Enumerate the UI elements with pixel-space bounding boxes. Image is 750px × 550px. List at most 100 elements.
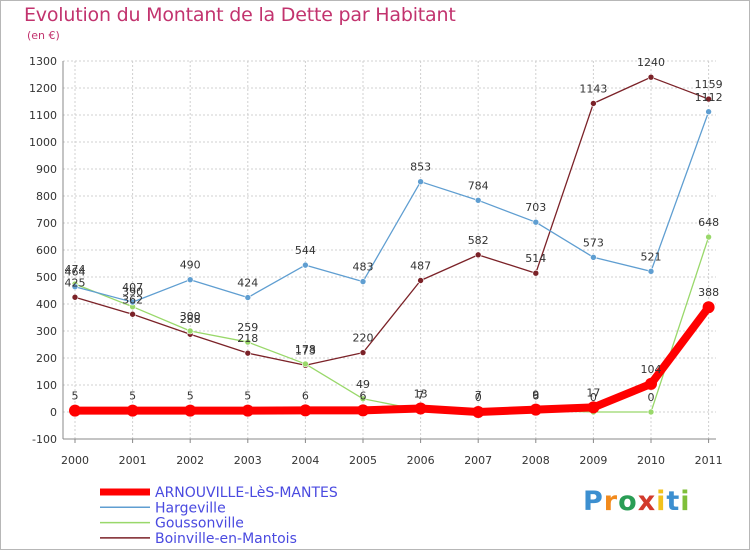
y-tick-label: 0 bbox=[50, 406, 57, 419]
x-tick-label: 2003 bbox=[234, 454, 262, 467]
x-tick-label: 2010 bbox=[637, 454, 665, 467]
data-label: 853 bbox=[410, 161, 431, 174]
axes: -100010020030040050060070080090010001100… bbox=[29, 55, 723, 467]
data-point bbox=[414, 402, 427, 415]
data-point bbox=[244, 294, 252, 301]
y-tick-label: 800 bbox=[36, 190, 57, 203]
y-tick-label: -100 bbox=[32, 433, 57, 446]
data-point bbox=[71, 283, 79, 291]
data-label: 0 bbox=[475, 391, 482, 404]
data-point bbox=[357, 404, 369, 417]
data-point bbox=[587, 401, 600, 414]
data-point bbox=[186, 327, 194, 335]
data-point bbox=[129, 310, 136, 318]
data-point bbox=[244, 349, 252, 357]
data-point bbox=[532, 218, 540, 226]
data-label: 49 bbox=[356, 378, 370, 391]
x-tick-label: 2009 bbox=[579, 454, 607, 467]
data-point bbox=[302, 261, 309, 269]
series-line bbox=[74, 76, 710, 366]
data-point bbox=[702, 301, 715, 314]
data-point bbox=[299, 404, 312, 417]
y-tick-label: 1300 bbox=[29, 55, 57, 68]
series-line bbox=[74, 236, 710, 413]
y-tick-label: 100 bbox=[36, 379, 57, 392]
y-tick-label: 900 bbox=[36, 163, 57, 176]
data-point bbox=[474, 251, 482, 259]
data-label: 220 bbox=[353, 332, 374, 345]
y-tick-label: 600 bbox=[36, 244, 57, 257]
y-tick-label: 200 bbox=[36, 352, 57, 365]
data-label: 6 bbox=[532, 389, 539, 402]
series-group bbox=[69, 73, 715, 418]
data-label: 514 bbox=[525, 252, 546, 265]
x-tick-label: 2008 bbox=[522, 454, 550, 467]
data-point bbox=[529, 403, 542, 416]
data-labels: 425 362 288 218 173 220 487 582 514 1143 1240 1159 4… bbox=[65, 56, 723, 404]
data-label: 218 bbox=[237, 332, 258, 345]
data-point bbox=[69, 404, 81, 417]
data-point bbox=[359, 349, 367, 356]
data-label: 490 bbox=[180, 259, 201, 272]
x-tick-label: 2001 bbox=[119, 454, 147, 467]
data-label: 544 bbox=[295, 244, 316, 257]
data-point bbox=[647, 268, 655, 275]
x-tick-label: 2011 bbox=[695, 454, 723, 467]
y-tick-label: 1200 bbox=[29, 82, 57, 95]
data-label: 5 bbox=[244, 390, 251, 403]
y-tick-label: 400 bbox=[36, 298, 57, 311]
y-tick-label: 300 bbox=[36, 325, 57, 338]
data-label: 424 bbox=[237, 277, 258, 290]
data-label: 1112 bbox=[695, 91, 723, 104]
x-tick-label: 2002 bbox=[176, 454, 204, 467]
data-point bbox=[241, 404, 254, 417]
data-point bbox=[126, 404, 139, 417]
data-point bbox=[705, 108, 712, 116]
data-label: 464 bbox=[65, 266, 86, 279]
data-point bbox=[184, 404, 197, 417]
data-label: 5 bbox=[129, 390, 136, 403]
data-label: 6 bbox=[360, 389, 367, 402]
data-label: 1159 bbox=[695, 78, 723, 91]
data-label: 362 bbox=[122, 293, 143, 306]
data-label: 388 bbox=[698, 286, 719, 299]
series-line bbox=[74, 111, 710, 303]
legend-label: Boinville-en-Mantois bbox=[155, 531, 297, 547]
data-label: 784 bbox=[468, 179, 489, 192]
x-tick-label: 2000 bbox=[61, 454, 89, 467]
data-label: 703 bbox=[525, 201, 546, 214]
data-point bbox=[705, 95, 712, 103]
data-label: 407 bbox=[122, 281, 143, 294]
x-tick-label: 2007 bbox=[464, 454, 492, 467]
data-point bbox=[417, 178, 424, 185]
data-point bbox=[244, 338, 252, 346]
data-label: 573 bbox=[583, 236, 604, 249]
data-label: 648 bbox=[698, 216, 719, 229]
data-label: 288 bbox=[180, 313, 201, 326]
data-label: 7 bbox=[475, 389, 482, 402]
data-point bbox=[417, 277, 424, 284]
data-label: 0 bbox=[590, 391, 597, 404]
data-label: 5 bbox=[187, 390, 194, 403]
data-point bbox=[472, 406, 485, 418]
data-label: 487 bbox=[410, 260, 431, 273]
data-point bbox=[590, 100, 597, 107]
data-label: 1240 bbox=[637, 56, 665, 69]
series-line bbox=[71, 303, 713, 416]
legend-label: Goussonville bbox=[155, 516, 244, 532]
data-label: 5 bbox=[72, 390, 79, 403]
data-label: 425 bbox=[65, 276, 86, 289]
data-point bbox=[71, 293, 79, 301]
data-label: 474 bbox=[65, 263, 86, 276]
data-label: 483 bbox=[353, 261, 374, 274]
y-tick-label: 1000 bbox=[29, 136, 57, 149]
data-label: 9 bbox=[532, 389, 539, 402]
data-label: 7 bbox=[417, 389, 424, 402]
data-label: 0 bbox=[648, 391, 655, 404]
data-label: 259 bbox=[237, 321, 258, 334]
data-point bbox=[705, 233, 712, 241]
data-point bbox=[647, 408, 655, 416]
data-label: 6 bbox=[302, 389, 309, 402]
data-point bbox=[532, 269, 540, 277]
data-label: 300 bbox=[180, 310, 201, 323]
